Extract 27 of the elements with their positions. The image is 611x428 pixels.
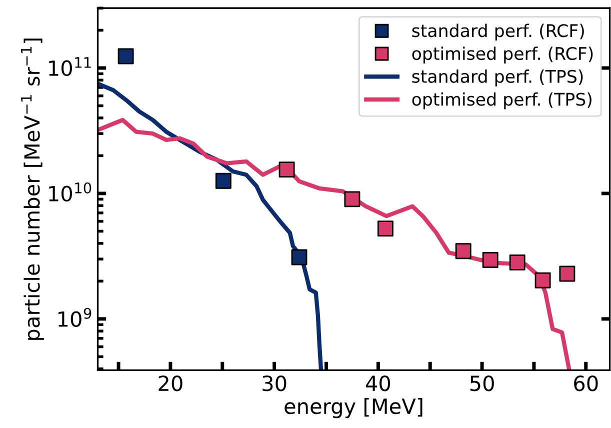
point bbox=[291, 249, 308, 266]
point bbox=[482, 252, 498, 268]
point bbox=[559, 266, 576, 282]
x-tick-label: 40 bbox=[366, 375, 390, 392]
legend-label: optimised perf. (RCF) bbox=[412, 46, 593, 64]
point bbox=[215, 172, 232, 189]
x-tick-label: 30 bbox=[262, 375, 286, 392]
x-tick-label: 20 bbox=[158, 375, 182, 392]
point bbox=[344, 191, 360, 208]
legend-label: standard perf. (TPS) bbox=[412, 70, 583, 86]
point bbox=[455, 243, 472, 260]
y-tick-label: 10$^{10}$ bbox=[49, 182, 92, 202]
line-series bbox=[98, 118, 572, 370]
line-series bbox=[98, 82, 324, 370]
point bbox=[534, 272, 551, 288]
point bbox=[278, 162, 295, 178]
y-axis-title: particle number [MeV$^{−1}$ sr$^{−1}$] bbox=[20, 38, 44, 340]
x-tick-label: 60 bbox=[574, 375, 598, 392]
legend-label: optimised perf. (TPS) bbox=[412, 92, 592, 110]
point bbox=[509, 254, 526, 270]
point bbox=[377, 220, 394, 237]
y-tick-label: 10$^{11}$ bbox=[49, 57, 91, 76]
legend-label: standard perf. (RCF) bbox=[412, 24, 584, 41]
point bbox=[118, 48, 134, 64]
x-axis-title: energy [MeV] bbox=[284, 398, 422, 418]
y-tick-label: 10$^{9}$ bbox=[58, 308, 92, 327]
x-tick-label: 50 bbox=[470, 375, 494, 392]
